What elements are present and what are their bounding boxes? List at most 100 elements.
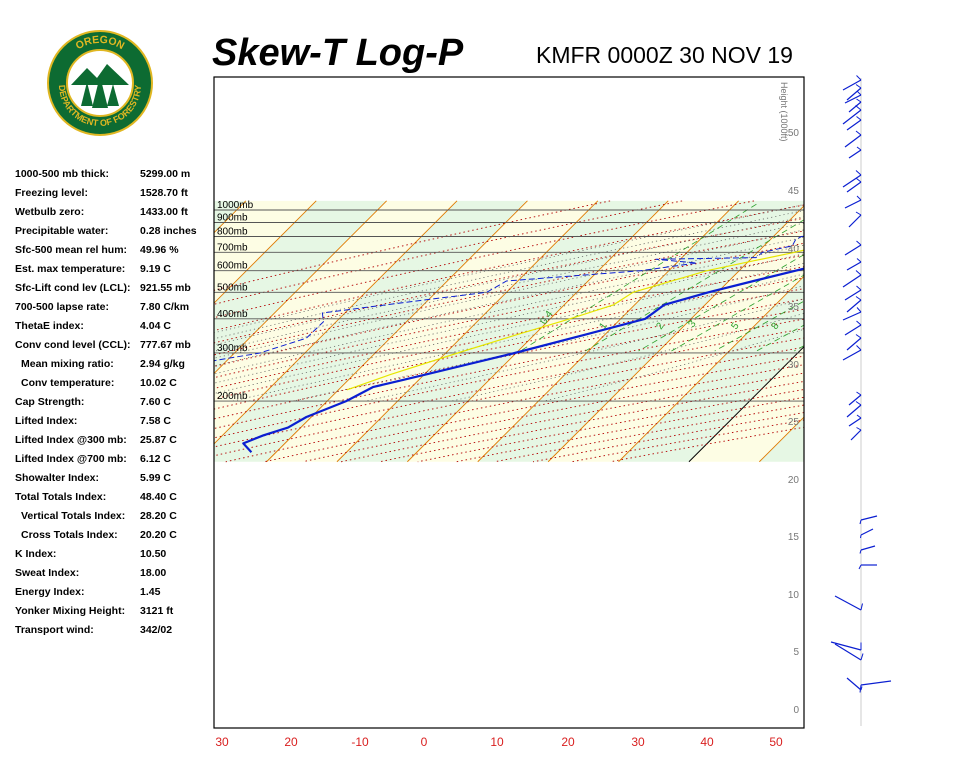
index-value: 25.87 C bbox=[140, 434, 177, 446]
wind-barb bbox=[842, 349, 862, 361]
isotherm bbox=[0, 201, 175, 462]
wind-barb bbox=[846, 261, 862, 271]
wind-barb-flag bbox=[860, 534, 862, 539]
index-row: K Index: 10.50 bbox=[15, 548, 215, 567]
temperature-band bbox=[900, 201, 960, 462]
index-label: Lifted Index @700 mb: bbox=[15, 453, 127, 465]
mixing-ratio-line bbox=[520, 203, 757, 352]
wind-barb-flag bbox=[855, 334, 862, 339]
index-row: Wetbulb zero: 1433.00 ft bbox=[15, 206, 215, 225]
index-label: Freezing level: bbox=[15, 187, 88, 199]
wind-barb bbox=[842, 79, 862, 91]
mixing-ratio-line bbox=[585, 219, 804, 352]
isotherm bbox=[336, 200, 599, 463]
logo-trees-icon bbox=[81, 76, 119, 108]
wind-barb-flag bbox=[856, 414, 862, 419]
isotherm bbox=[0, 201, 105, 462]
index-label: Wetbulb zero: bbox=[15, 206, 85, 218]
index-label: Conv temperature: bbox=[21, 377, 115, 389]
temperature-band bbox=[0, 201, 35, 462]
index-row: Vertical Totals Index: 28.20 C bbox=[15, 510, 215, 529]
pressure-label: 900mb bbox=[217, 213, 248, 224]
index-value: 0.28 inches bbox=[140, 225, 197, 237]
index-label: Yonker Mixing Height: bbox=[15, 605, 126, 617]
moist-adiabat bbox=[365, 298, 804, 402]
temperature-band bbox=[214, 200, 528, 462]
index-value: 7.80 C/km bbox=[140, 301, 190, 313]
wind-barb-flag bbox=[855, 270, 862, 276]
index-label: Transport wind: bbox=[15, 624, 94, 636]
index-label: 1000-500 mb thick: bbox=[15, 168, 109, 180]
wind-barb-flag bbox=[856, 90, 862, 96]
index-value: 7.60 C bbox=[140, 396, 171, 408]
isotherm bbox=[477, 200, 739, 463]
wind-barb bbox=[860, 680, 892, 686]
wind-barb-flag bbox=[856, 285, 862, 291]
wind-barb bbox=[844, 244, 862, 256]
temperature-band bbox=[407, 200, 739, 462]
index-row: Freezing level: 1528.70 ft bbox=[15, 187, 215, 206]
index-value: 921.55 mb bbox=[140, 282, 191, 294]
index-value: 5299.00 m bbox=[140, 168, 191, 180]
temperature-band bbox=[830, 201, 960, 462]
pressure-label: 200mb bbox=[217, 391, 248, 402]
mixing-ratio-line bbox=[793, 345, 804, 352]
x-tick-label: -10 bbox=[351, 735, 369, 749]
plot-frame bbox=[213, 76, 805, 729]
wind-barb-flag bbox=[859, 519, 862, 525]
isobars bbox=[214, 209, 804, 402]
wind-barb-flag bbox=[855, 296, 862, 301]
wind-barb-flag bbox=[856, 195, 862, 201]
wind-barb bbox=[848, 417, 862, 427]
temperature-bands bbox=[0, 200, 960, 462]
plot-area: 0.4 1 2 3 5 8200mb300mb400mb500mb600mb700mb80… bbox=[0, 77, 960, 728]
index-row: 700-500 lapse rate: 7.80 C/km bbox=[15, 301, 215, 320]
isotherm bbox=[830, 201, 960, 462]
wind-barb bbox=[846, 181, 862, 193]
isotherm bbox=[900, 201, 960, 462]
x-tick-label: 40 bbox=[700, 735, 714, 749]
index-value: 1528.70 ft bbox=[140, 187, 188, 199]
wind-barb-column bbox=[830, 75, 892, 726]
index-label: Lifted Index @300 mb: bbox=[15, 434, 127, 446]
wind-barb bbox=[842, 174, 862, 188]
index-value: 48.40 C bbox=[140, 491, 177, 503]
height-tick-label: 25 bbox=[788, 417, 800, 428]
wind-barb bbox=[830, 641, 862, 651]
wind-barb-flag bbox=[855, 170, 862, 176]
index-row: Energy Index: 1.45 bbox=[15, 586, 215, 605]
wind-barb bbox=[850, 429, 862, 441]
isotherms bbox=[0, 200, 960, 463]
index-value: 342/02 bbox=[140, 624, 173, 636]
wind-barb-flag bbox=[856, 116, 862, 121]
wind-barb bbox=[846, 337, 862, 351]
index-row: Conv cond level (CCL): 777.67 mb bbox=[15, 339, 215, 358]
wind-barb bbox=[860, 515, 878, 521]
wind-barb bbox=[834, 643, 862, 661]
isotherm bbox=[266, 200, 528, 463]
index-label: Total Totals Index: bbox=[15, 491, 107, 503]
index-label: Cross Totals Index: bbox=[21, 529, 118, 541]
temperature-band bbox=[0, 201, 175, 462]
pressure-label: 700mb bbox=[217, 242, 248, 253]
index-row: Transport wind: 342/02 bbox=[15, 624, 215, 643]
pressure-label: 300mb bbox=[217, 343, 248, 354]
stability-indices-panel: 1000-500 mb thick: 5299.00 m Freezing leve… bbox=[15, 168, 215, 643]
mixing-ratio-line bbox=[714, 300, 804, 352]
zero-isotherm bbox=[688, 345, 804, 463]
isotherm bbox=[407, 200, 669, 463]
height-tick-label: 40 bbox=[788, 244, 800, 255]
index-value: 18.00 bbox=[140, 567, 167, 579]
isotherm bbox=[214, 200, 317, 304]
wind-barb-flag bbox=[855, 130, 862, 136]
index-label: Cap Strength: bbox=[15, 396, 85, 408]
index-value: 3121 ft bbox=[140, 605, 174, 617]
index-label: Vertical Totals Index: bbox=[21, 510, 126, 522]
index-value: 6.12 C bbox=[140, 453, 171, 465]
wind-barb-flag bbox=[855, 105, 862, 111]
wind-barb bbox=[844, 199, 862, 209]
isotherm bbox=[547, 205, 804, 463]
pressure-label: 500mb bbox=[217, 282, 248, 293]
index-label: Mean mixing ratio: bbox=[21, 358, 114, 370]
